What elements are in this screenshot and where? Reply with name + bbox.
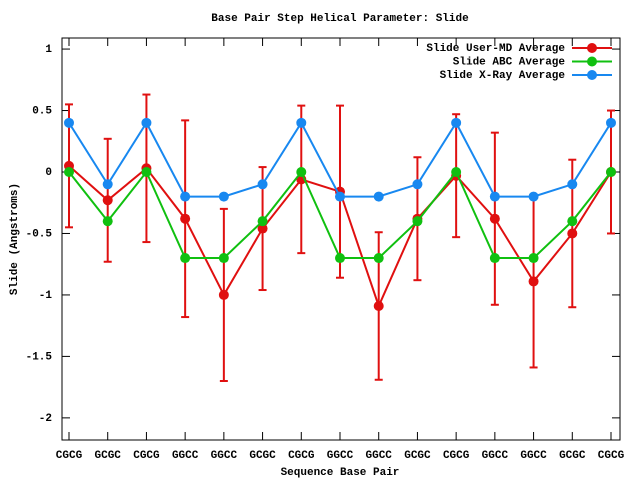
point [489, 253, 500, 264]
plot-frame [61, 37, 621, 441]
point [567, 179, 578, 190]
x-tick-label: GGCC [520, 450, 547, 462]
point [335, 253, 345, 264]
x-tick-label: GCGC [404, 450, 431, 462]
point [180, 253, 191, 264]
point [489, 213, 500, 224]
point [64, 167, 74, 177]
point [373, 253, 384, 264]
x-tick-label: GCGC [95, 450, 122, 462]
legend-label: Slide X-Ray Average [440, 70, 566, 82]
legend-marker [587, 70, 597, 80]
point [567, 216, 578, 227]
point [451, 167, 462, 177]
x-tick-label: GCGC [249, 450, 276, 462]
y-axis-label: Slide (Angstroms) [9, 183, 21, 295]
point [451, 117, 462, 128]
point [102, 216, 113, 227]
y-tick-label: 1 [45, 44, 52, 56]
point [102, 179, 113, 190]
point [180, 191, 191, 202]
point [102, 195, 113, 206]
x-tick-label: GGCC [327, 450, 354, 462]
point [296, 117, 307, 128]
point [412, 179, 423, 190]
y-tick-label: -0.5 [26, 228, 53, 240]
point [64, 117, 74, 128]
y-tick-label: -1 [39, 290, 53, 302]
point [528, 276, 539, 287]
point [218, 289, 229, 300]
point [489, 191, 500, 202]
legend-label: Slide ABC Average [453, 56, 566, 68]
y-tick-label: -2 [39, 413, 52, 425]
point [257, 216, 268, 227]
legend-marker [587, 56, 597, 67]
point [606, 117, 616, 128]
x-tick-label: GGCC [366, 450, 393, 462]
x-tick-label: CGCG [598, 450, 625, 462]
point [335, 191, 345, 202]
y-tick-label: 0 [45, 167, 52, 179]
point [373, 301, 384, 311]
point [567, 228, 578, 239]
x-tick-label: GGCC [211, 450, 238, 462]
point [180, 213, 191, 224]
point [528, 253, 539, 264]
point [373, 191, 384, 202]
point [296, 167, 307, 177]
x-tick-label: GGCC [482, 450, 509, 462]
x-tick-label: CGCG [133, 450, 160, 462]
x-axis-label: Sequence Base Pair [281, 467, 400, 479]
y-tick-label: -1.5 [26, 351, 53, 363]
point [141, 167, 152, 177]
x-tick-label: GGCC [172, 450, 199, 462]
x-tick-label: CGCG [288, 450, 315, 462]
y-tick-label: 0.5 [32, 105, 52, 117]
point [257, 179, 268, 190]
point [528, 191, 539, 202]
legend-marker [587, 43, 597, 53]
chart-title: Base Pair Step Helical Parameter: Slide [211, 13, 469, 25]
x-tick-label: GCGC [559, 450, 586, 462]
x-tick-label: CGCG [56, 450, 83, 462]
point [218, 191, 229, 202]
point [606, 167, 616, 177]
point [257, 223, 268, 234]
point [141, 117, 152, 128]
legend-label: Slide User-MD Average [426, 43, 565, 55]
point [412, 216, 423, 227]
x-tick-label: CGCG [443, 450, 470, 462]
point [218, 253, 229, 264]
